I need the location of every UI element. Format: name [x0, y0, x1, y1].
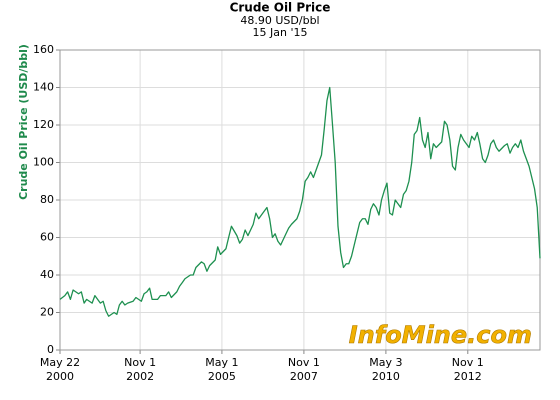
y-tick-label: 20 [40, 306, 54, 319]
x-tick-label: May 22 [40, 356, 80, 369]
y-tick-label: 120 [33, 118, 54, 131]
x-tick-label: 2002 [126, 370, 154, 383]
chart-subtitle: 15 Jan '15 [253, 26, 308, 39]
y-tick-label: 160 [33, 43, 54, 56]
x-tick-label: May 3 [369, 356, 402, 369]
x-tick-label: Nov 1 [124, 356, 156, 369]
watermark: InfoMine.com [349, 321, 532, 349]
y-tick-label: 140 [33, 81, 54, 94]
y-tick-label: 40 [40, 268, 54, 281]
price-line [59, 86, 541, 317]
y-tick-label: 0 [47, 343, 54, 356]
chart-title: Crude Oil Price [230, 1, 331, 15]
x-tick-label: 2012 [454, 370, 482, 383]
y-tick-label: 80 [40, 193, 54, 206]
x-tick-label: May 1 [205, 356, 238, 369]
y-axis-label: Crude Oil Price (USD/bbl) [17, 44, 30, 200]
y-tick-label: 100 [33, 156, 54, 169]
x-tick-label: 2007 [290, 370, 318, 383]
plot-frame [59, 49, 541, 351]
chart-subtitle: 48.90 USD/bbl [240, 14, 319, 27]
x-tick-label: 2010 [372, 370, 400, 383]
x-tick-label: Nov 1 [452, 356, 484, 369]
x-tick-label: Nov 1 [288, 356, 320, 369]
x-tick-label: 2000 [46, 370, 74, 383]
x-tick-label: 2005 [208, 370, 236, 383]
y-tick-label: 60 [40, 231, 54, 244]
